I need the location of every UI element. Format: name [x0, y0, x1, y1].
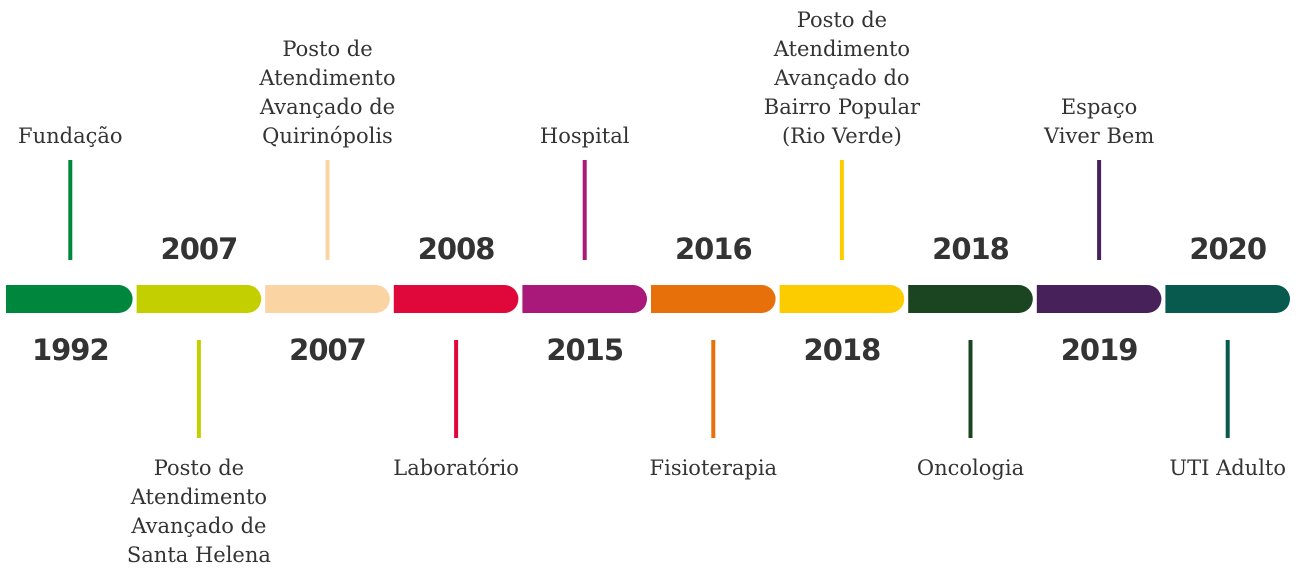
timeline-segment — [393, 285, 519, 313]
event-label: Atendimento — [130, 485, 267, 509]
event-label: Santa Helena — [127, 543, 271, 567]
year: 2018 — [932, 232, 1009, 266]
timeline-segment — [522, 285, 647, 313]
year: 2007 — [161, 232, 238, 266]
event-label: Hospital — [540, 124, 630, 148]
event-label: Posto de — [282, 37, 372, 61]
year: 2016 — [675, 232, 752, 266]
timeline-segment — [265, 285, 390, 313]
event-label: Avançado do — [773, 66, 909, 90]
event-label: Espaço — [1061, 95, 1137, 119]
timeline-segment — [136, 285, 262, 313]
year: 1992 — [32, 333, 109, 367]
event-label: Oncologia — [917, 456, 1024, 480]
event-label: Atendimento — [773, 37, 910, 61]
year: 2018 — [804, 333, 881, 367]
event-label: Quirinópolis — [262, 124, 393, 148]
year: 2015 — [546, 333, 623, 367]
year: 2008 — [418, 232, 495, 266]
year: 2007 — [289, 333, 366, 367]
event-label: Bairro Popular — [764, 95, 921, 119]
event-label: Posto de — [797, 8, 887, 32]
timeline-segment — [1165, 285, 1290, 313]
event-label: Atendimento — [258, 66, 395, 90]
year: 2019 — [1061, 333, 1138, 367]
event-label: UTI Adulto — [1169, 456, 1286, 480]
event-label: Fisioterapia — [650, 456, 778, 480]
timeline-segment — [6, 285, 133, 313]
event-label: Viver Bem — [1043, 124, 1154, 148]
event-label: Avançado de — [130, 514, 266, 538]
event-label: (Rio Verde) — [782, 124, 902, 148]
year: 2020 — [1189, 232, 1266, 266]
event-label: Laboratório — [393, 456, 519, 480]
event-label: Posto de — [154, 456, 244, 480]
event-label: Avançado de — [259, 95, 395, 119]
timeline-segment — [779, 285, 905, 313]
event-label: Fundação — [18, 124, 123, 148]
timeline-segment — [651, 285, 776, 313]
timeline-segment — [908, 285, 1033, 313]
timeline-segment — [1036, 285, 1162, 313]
